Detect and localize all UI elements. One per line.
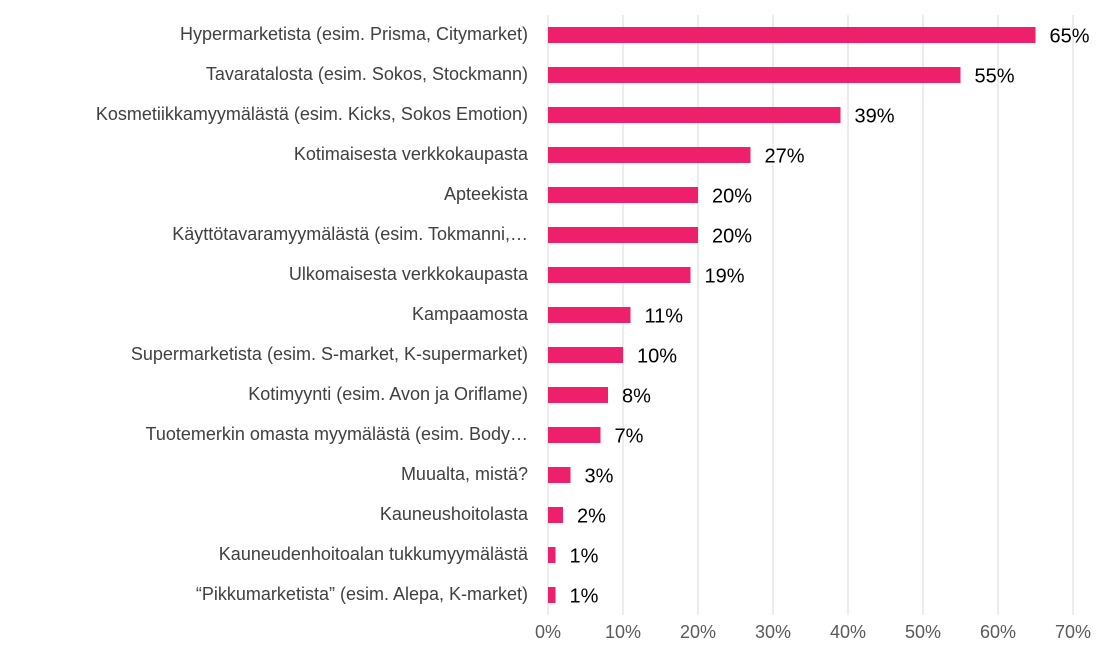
bar [548, 507, 563, 523]
x-tick-label: 20% [680, 622, 716, 642]
bar [548, 587, 556, 603]
y-tick-label: Tavaratalosta (esim. Sokos, Stockmann) [206, 64, 528, 84]
y-tick-label: Muualta, mistä? [401, 464, 528, 484]
data-label: 3% [585, 465, 614, 487]
y-tick-label: Supermarketista (esim. S-market, K-super… [131, 344, 528, 364]
y-tick-label: Kotimyynti (esim. Avon ja Oriflame) [248, 384, 528, 404]
bar [548, 307, 631, 323]
bar [548, 467, 571, 483]
x-tick-label: 30% [755, 622, 791, 642]
y-tick-label: Kosmetiikkamyymälästä (esim. Kicks, Soko… [96, 104, 528, 124]
bar [548, 147, 751, 163]
data-label: 20% [712, 225, 752, 247]
data-label: 8% [622, 385, 651, 407]
y-tick-label: “Pikkumarketista” (esim. Alepa, K-market… [196, 584, 528, 604]
data-label: 27% [765, 145, 805, 167]
x-tick-label: 10% [605, 622, 641, 642]
data-label: 39% [855, 105, 895, 127]
data-label: 65% [1050, 25, 1090, 47]
data-label: 2% [577, 505, 606, 527]
x-tick-label: 0% [535, 622, 561, 642]
bar [548, 427, 601, 443]
y-tick-label: Ulkomaisesta verkkokaupasta [289, 264, 529, 284]
x-tick-label: 40% [830, 622, 866, 642]
bar [548, 227, 698, 243]
y-tick-label: Kauneudenhoitoalan tukkumyymälästä [219, 544, 529, 564]
bar [548, 387, 608, 403]
x-tick-label: 60% [980, 622, 1016, 642]
bar [548, 27, 1036, 43]
data-label: 19% [705, 265, 745, 287]
data-label: 11% [645, 305, 684, 327]
bar [548, 267, 691, 283]
y-tick-label: Kampaamosta [412, 304, 529, 324]
bar [548, 547, 556, 563]
x-tick-label: 50% [905, 622, 941, 642]
data-label: 10% [637, 345, 677, 367]
x-tick-label: 70% [1055, 622, 1091, 642]
bar [548, 107, 841, 123]
bar [548, 347, 623, 363]
y-tick-label: Kotimaisesta verkkokaupasta [294, 144, 529, 164]
bar [548, 67, 961, 83]
y-tick-label: Hypermarketista (esim. Prisma, Citymarke… [180, 24, 528, 44]
y-tick-label: Tuotemerkin omasta myymälästä (esim. Bod… [146, 424, 528, 444]
data-label: 1% [570, 585, 599, 607]
data-label: 55% [975, 65, 1015, 87]
y-tick-label: Apteekista [444, 184, 529, 204]
bar [548, 187, 698, 203]
data-label: 7% [615, 425, 644, 447]
data-label: 1% [570, 545, 599, 567]
data-label: 20% [712, 185, 752, 207]
y-tick-label: Kauneushoitolasta [380, 504, 529, 524]
y-tick-label: Käyttötavaramyymälästä (esim. Tokmanni,… [172, 224, 528, 244]
